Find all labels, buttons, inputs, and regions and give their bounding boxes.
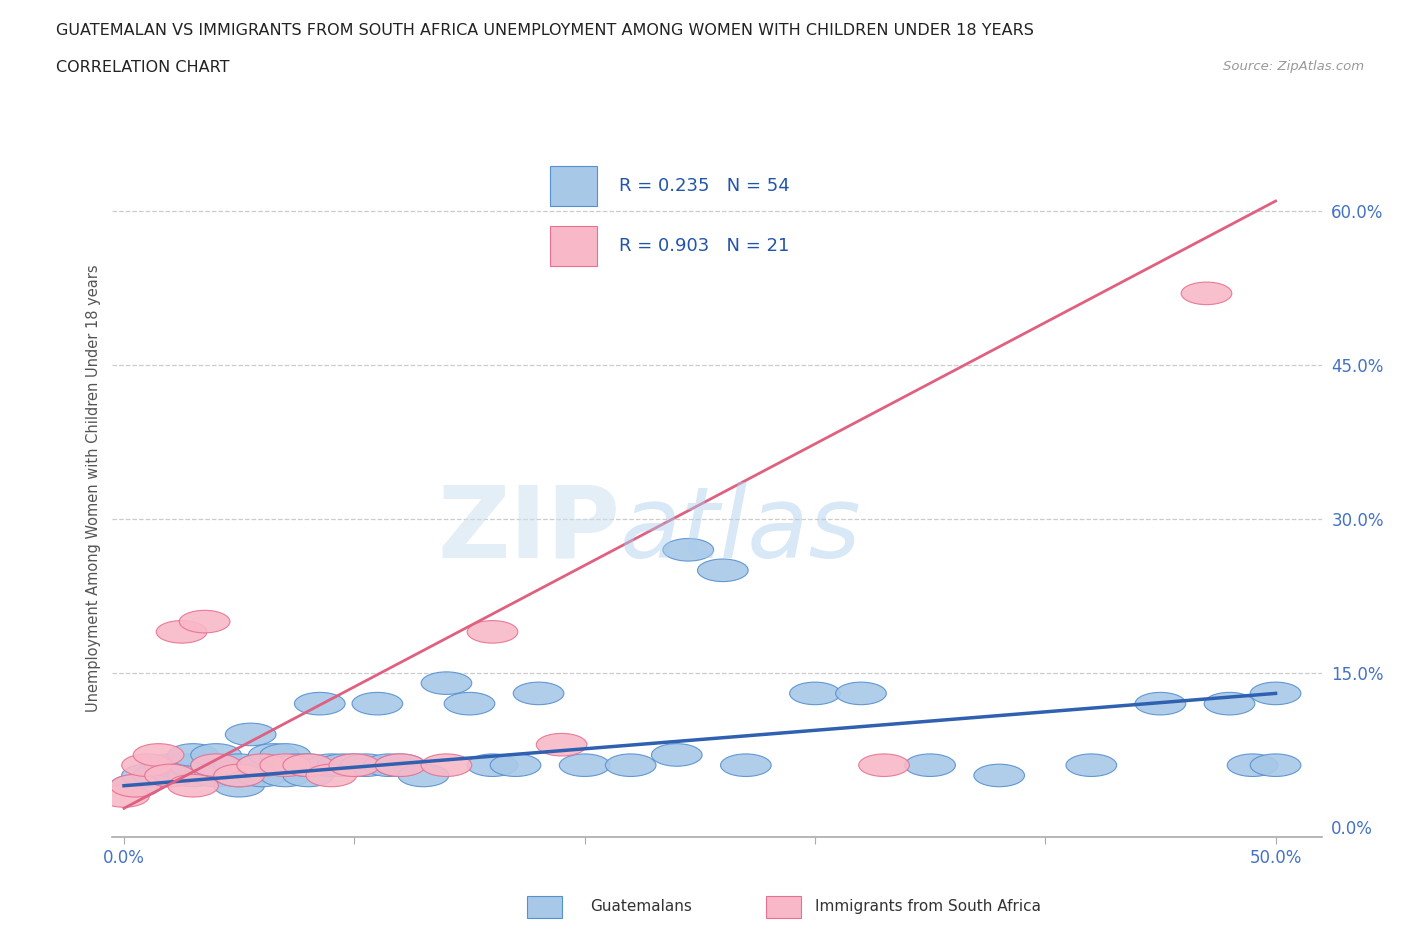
Ellipse shape [307,764,357,787]
Ellipse shape [651,744,702,766]
Ellipse shape [110,775,160,797]
Ellipse shape [444,692,495,715]
Text: ZIP: ZIP [437,482,620,578]
Ellipse shape [236,764,287,787]
Ellipse shape [340,754,391,777]
Text: Source: ZipAtlas.com: Source: ZipAtlas.com [1223,60,1364,73]
Ellipse shape [249,744,299,766]
Ellipse shape [167,754,218,777]
Ellipse shape [98,785,149,807]
Ellipse shape [1066,754,1116,777]
Ellipse shape [283,754,333,777]
Ellipse shape [513,682,564,705]
Ellipse shape [329,754,380,777]
Text: Guatemalans: Guatemalans [591,899,692,914]
Ellipse shape [167,744,218,766]
Ellipse shape [375,754,426,777]
Ellipse shape [560,754,610,777]
Ellipse shape [364,754,415,777]
Ellipse shape [697,559,748,581]
Ellipse shape [790,682,841,705]
Ellipse shape [167,775,218,797]
Ellipse shape [122,754,173,777]
Ellipse shape [720,754,770,777]
Text: GUATEMALAN VS IMMIGRANTS FROM SOUTH AFRICA UNEMPLOYMENT AMONG WOMEN WITH CHILDRE: GUATEMALAN VS IMMIGRANTS FROM SOUTH AFRI… [56,23,1035,38]
Ellipse shape [536,734,586,756]
Ellipse shape [307,754,357,777]
Ellipse shape [905,754,956,777]
Text: Immigrants from South Africa: Immigrants from South Africa [815,899,1042,914]
Ellipse shape [214,775,264,797]
Ellipse shape [191,754,242,777]
Ellipse shape [398,764,449,787]
Ellipse shape [974,764,1025,787]
Ellipse shape [1250,754,1301,777]
Ellipse shape [271,754,322,777]
Ellipse shape [260,754,311,777]
Ellipse shape [859,754,910,777]
Ellipse shape [329,754,380,777]
Ellipse shape [664,538,714,561]
Ellipse shape [145,754,195,777]
Ellipse shape [294,692,344,715]
Ellipse shape [145,764,195,787]
Ellipse shape [122,764,173,787]
Ellipse shape [283,754,333,777]
Text: atlas: atlas [620,482,862,578]
Ellipse shape [1135,692,1185,715]
Ellipse shape [225,724,276,746]
Ellipse shape [214,764,264,787]
Ellipse shape [352,692,402,715]
Ellipse shape [167,764,218,787]
Ellipse shape [260,744,311,766]
Ellipse shape [422,671,472,695]
Text: CORRELATION CHART: CORRELATION CHART [56,60,229,75]
Ellipse shape [467,620,517,644]
Ellipse shape [1204,692,1254,715]
Ellipse shape [110,775,160,797]
Y-axis label: Unemployment Among Women with Children Under 18 years: Unemployment Among Women with Children U… [86,264,101,712]
Ellipse shape [375,754,426,777]
Ellipse shape [191,764,242,787]
Ellipse shape [191,744,242,766]
Ellipse shape [318,754,368,777]
Ellipse shape [236,754,287,777]
Ellipse shape [134,764,184,787]
Ellipse shape [236,754,287,777]
Ellipse shape [134,744,184,766]
Ellipse shape [491,754,541,777]
Ellipse shape [606,754,657,777]
Ellipse shape [1227,754,1278,777]
Ellipse shape [180,610,231,633]
Ellipse shape [1250,682,1301,705]
Ellipse shape [156,754,207,777]
Ellipse shape [191,754,242,777]
Ellipse shape [156,620,207,644]
Ellipse shape [422,754,472,777]
Ellipse shape [214,764,264,787]
Ellipse shape [145,764,195,787]
Ellipse shape [835,682,886,705]
Ellipse shape [467,754,517,777]
Ellipse shape [1181,282,1232,305]
Ellipse shape [260,764,311,787]
Ellipse shape [283,764,333,787]
Ellipse shape [214,754,264,777]
